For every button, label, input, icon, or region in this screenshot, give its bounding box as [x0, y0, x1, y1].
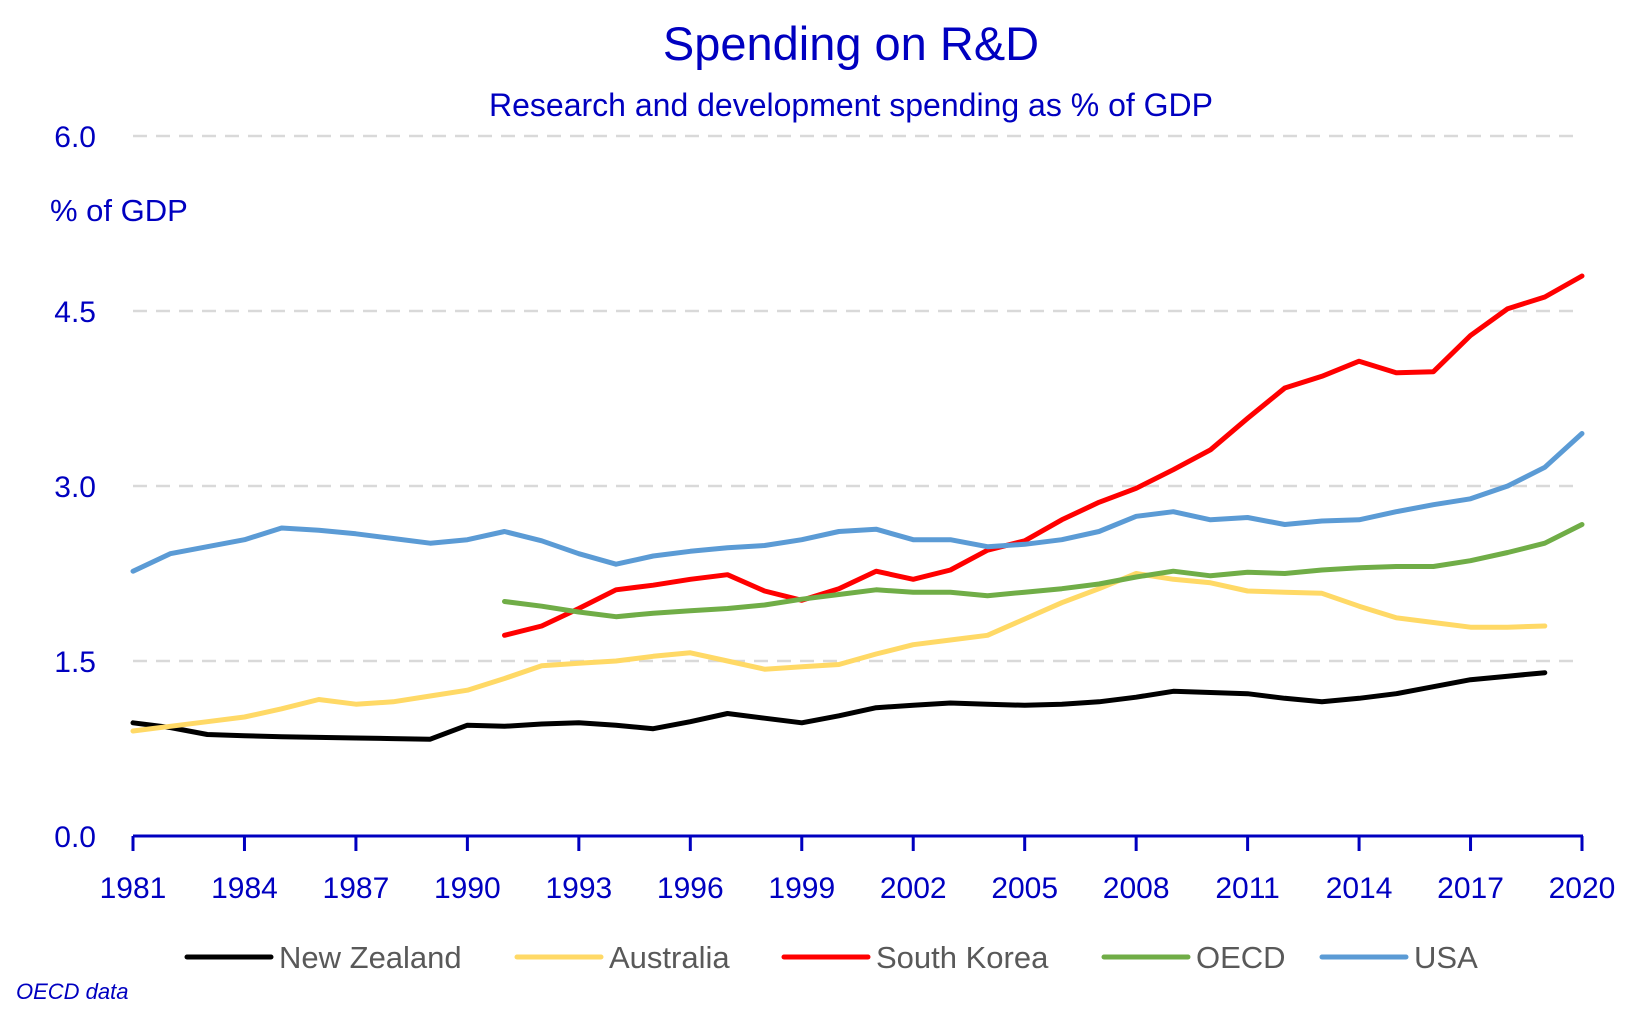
- x-tick-label: 1981: [100, 872, 167, 905]
- chart-title: Spending on R&D: [663, 17, 1039, 70]
- y-tick-label: 1.5: [54, 646, 96, 679]
- series-line-usa: [130, 431, 1585, 574]
- legend-label-south-korea: South Korea: [876, 940, 1049, 975]
- x-tick-label: 2014: [1326, 872, 1393, 905]
- legend-label-oecd: OECD: [1196, 940, 1286, 975]
- x-tick-label: 2017: [1437, 872, 1504, 905]
- x-tick-label: 1990: [434, 872, 501, 905]
- x-tick-label: 2011: [1215, 872, 1280, 905]
- y-tick-label: 3.0: [54, 471, 96, 504]
- x-tick-label: 1999: [768, 872, 835, 905]
- series-line-australia: [130, 571, 1548, 734]
- source-note: OECD data: [16, 979, 129, 1004]
- chart-subtitle: Research and development spending as % o…: [489, 87, 1213, 123]
- y-tick-label: 0.0: [54, 821, 96, 854]
- x-tick-label: 2008: [1103, 872, 1170, 905]
- series-line-oecd: [502, 522, 1585, 620]
- x-tick-label: 2020: [1549, 872, 1616, 905]
- legend-label-new-zealand: New Zealand: [279, 940, 462, 975]
- x-tick-label: 1984: [211, 872, 278, 905]
- legend-label-australia: Australia: [609, 940, 730, 975]
- y-axis-label: % of GDP: [50, 193, 188, 228]
- legend-label-usa: USA: [1414, 940, 1478, 975]
- series-line-new-zealand: [130, 670, 1548, 742]
- x-tick-label: 2005: [991, 872, 1058, 905]
- x-tick-label: 1996: [657, 872, 724, 905]
- series-line-south-korea: [502, 273, 1585, 638]
- x-tick-label: 2002: [880, 872, 947, 905]
- y-tick-label: 6.0: [54, 121, 96, 154]
- x-tick-label: 1987: [323, 872, 390, 905]
- y-tick-label: 4.5: [54, 296, 96, 329]
- x-tick-label: 1993: [545, 872, 612, 905]
